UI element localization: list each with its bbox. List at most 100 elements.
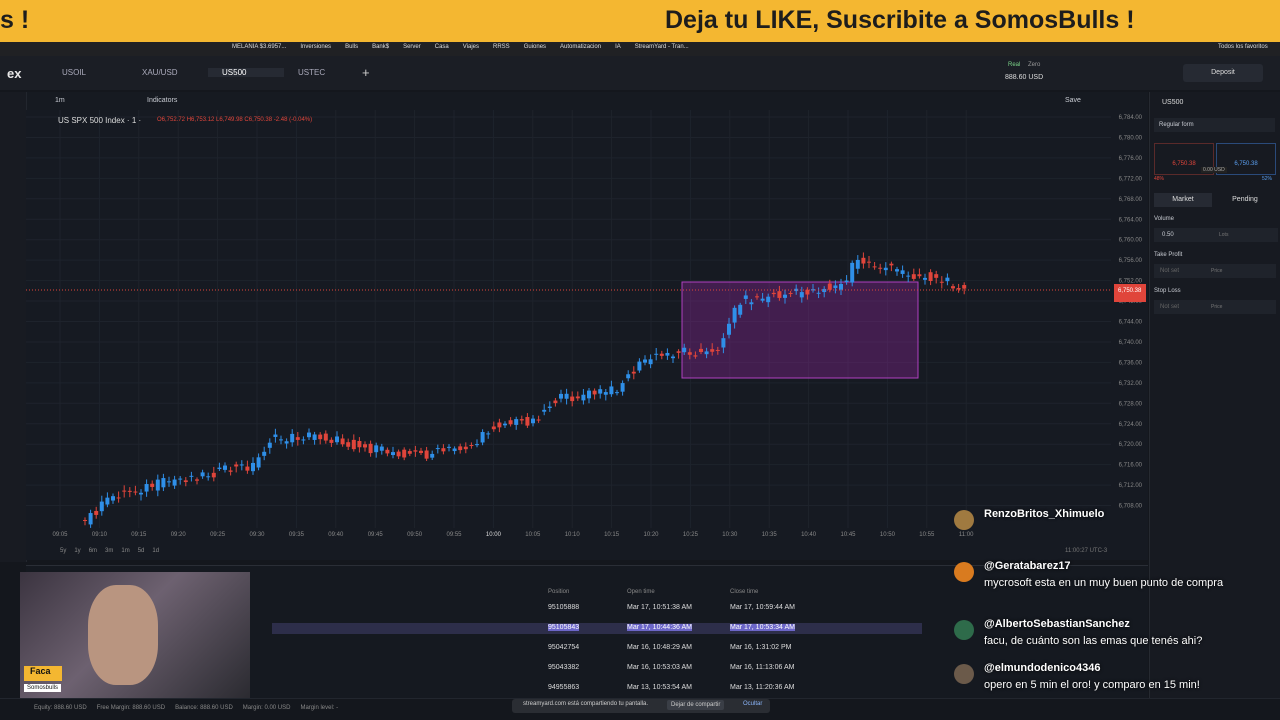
- candle-body: [682, 347, 687, 353]
- candle-body: [273, 434, 278, 437]
- candle-body: [435, 448, 440, 450]
- range[interactable]: 1y: [74, 548, 81, 554]
- form-select[interactable]: Regular form: [1154, 118, 1275, 132]
- candle-body: [211, 472, 216, 478]
- table-cell: Mar 17, 10:51:38 AM: [627, 604, 692, 611]
- range[interactable]: 3m: [105, 548, 114, 554]
- y-label: 6,708.00: [1119, 504, 1143, 510]
- candle-body: [452, 448, 457, 452]
- tab[interactable]: USTEC: [298, 68, 326, 77]
- sl-input[interactable]: Not set: [1154, 300, 1276, 314]
- volume-label: Volume: [1154, 216, 1175, 222]
- candle-body: [234, 464, 239, 467]
- account-balance[interactable]: 888.60 USD: [1005, 74, 1044, 81]
- candle-body: [195, 479, 199, 481]
- candle-body: [239, 464, 244, 466]
- chat-avatar: [954, 620, 974, 640]
- candle-body: [659, 353, 664, 356]
- bookmark[interactable]: MELANIA $3.6957...: [232, 44, 287, 50]
- bookmark[interactable]: Bulls: [345, 44, 359, 50]
- status-item[interactable]: Equity: 888.60 USD: [34, 705, 87, 711]
- share-stop[interactable]: Dejar de compartir: [667, 700, 725, 710]
- market-tab[interactable]: Market: [1154, 193, 1212, 207]
- bookmark[interactable]: Bank$: [372, 44, 390, 50]
- x-label: 09:55: [446, 532, 462, 538]
- status-item[interactable]: Balance: 888.60 USD: [175, 705, 233, 711]
- range[interactable]: 1m: [121, 548, 130, 554]
- candle-body: [329, 439, 334, 443]
- range[interactable]: 5y: [60, 548, 67, 554]
- bookmark[interactable]: Guiones: [523, 44, 547, 50]
- save[interactable]: Save: [1065, 97, 1081, 104]
- table-header: Close time: [730, 589, 759, 595]
- banner-right: Deja tu LIKE, Suscribite a SomosBulls !: [665, 6, 1135, 34]
- tab[interactable]: USOIL: [62, 68, 87, 77]
- x-label: 11:00: [959, 532, 974, 538]
- candle-body: [911, 274, 916, 279]
- y-label: 6,764.00: [1119, 217, 1143, 223]
- chat-name: @AlbertoSebastianSanchez: [984, 618, 1130, 630]
- chat-message: mycrosoft esta en un muy buen punto de c…: [984, 577, 1224, 589]
- candle-body: [755, 296, 759, 298]
- y-label: 6,752.00: [1119, 279, 1143, 285]
- range[interactable]: 1d: [152, 548, 160, 554]
- tp-label: Take Profit: [1154, 252, 1183, 258]
- candle-body: [480, 432, 485, 443]
- bookmark[interactable]: IA: [615, 44, 621, 50]
- tab[interactable]: US500: [208, 68, 284, 77]
- bookmark[interactable]: Automatizacion: [560, 44, 602, 50]
- indicators[interactable]: Indicators: [147, 97, 178, 104]
- y-label: 6,724.00: [1119, 422, 1143, 428]
- bookmark[interactable]: StreamYard - Tran...: [634, 44, 689, 50]
- sl-label: Stop Loss: [1154, 288, 1181, 294]
- bookmark[interactable]: Casa: [434, 44, 449, 50]
- candle-body: [564, 393, 569, 399]
- bookmarks-bar: [0, 42, 1280, 56]
- range[interactable]: 6m: [88, 548, 98, 554]
- candle-body: [822, 288, 827, 293]
- timeframe[interactable]: 1m: [55, 97, 65, 104]
- candle-body: [777, 291, 782, 298]
- candle-body: [743, 295, 748, 299]
- x-label: 10:40: [801, 532, 817, 538]
- candle-body: [531, 418, 535, 424]
- status-item[interactable]: Margin: 0.00 USD: [242, 705, 291, 711]
- candle-body: [671, 356, 675, 359]
- share-hide[interactable]: Ocultar: [743, 701, 763, 707]
- pending-tab[interactable]: Pending: [1232, 196, 1258, 203]
- candle-body: [699, 348, 703, 353]
- chat-message: facu, de cuánto son las emas que tenés a…: [984, 635, 1203, 647]
- order-panel: [1149, 92, 1280, 698]
- deposit-button[interactable]: Deposit: [1183, 64, 1263, 82]
- candle-body: [519, 419, 524, 421]
- bookmark[interactable]: Viajes: [462, 44, 480, 50]
- sell-button[interactable]: 6,750.38: [1154, 143, 1214, 175]
- chat-name: RenzoBritos_Xhimuelo: [984, 508, 1105, 520]
- status-item[interactable]: Free Margin: 888.60 USD: [96, 705, 166, 711]
- range[interactable]: 5d: [137, 548, 145, 554]
- candle-body: [223, 465, 227, 470]
- candle-body: [217, 467, 222, 469]
- table-cell: 95042754: [548, 644, 580, 651]
- table-header: Open time: [627, 589, 655, 595]
- row-highlight: [272, 623, 922, 634]
- tp-input[interactable]: Not set: [1154, 264, 1276, 278]
- volume-input[interactable]: 0.50: [1154, 228, 1278, 242]
- candle-body: [262, 451, 267, 456]
- tabs: USOIL XAU/USD US500 USTEC: [60, 68, 364, 77]
- price-tag: 6,750.38: [1118, 288, 1142, 294]
- all-bookmarks[interactable]: Todos los favoritos: [1218, 44, 1268, 50]
- table-cell: 95043382: [548, 664, 580, 671]
- bookmark[interactable]: Inversiones: [300, 44, 332, 50]
- buy-button[interactable]: 6,750.38: [1216, 143, 1276, 175]
- bookmark[interactable]: Server: [403, 44, 421, 50]
- add-tab[interactable]: +: [362, 65, 370, 80]
- candle-body: [536, 419, 541, 421]
- candle-body: [363, 444, 367, 448]
- status-item[interactable]: Margin level: -: [300, 705, 339, 711]
- candle-body: [245, 466, 250, 471]
- candle-body: [133, 491, 138, 493]
- price-tag-bg: [1114, 284, 1146, 302]
- bookmark[interactable]: RRSS: [493, 44, 510, 50]
- tab[interactable]: XAU/USD: [142, 68, 178, 77]
